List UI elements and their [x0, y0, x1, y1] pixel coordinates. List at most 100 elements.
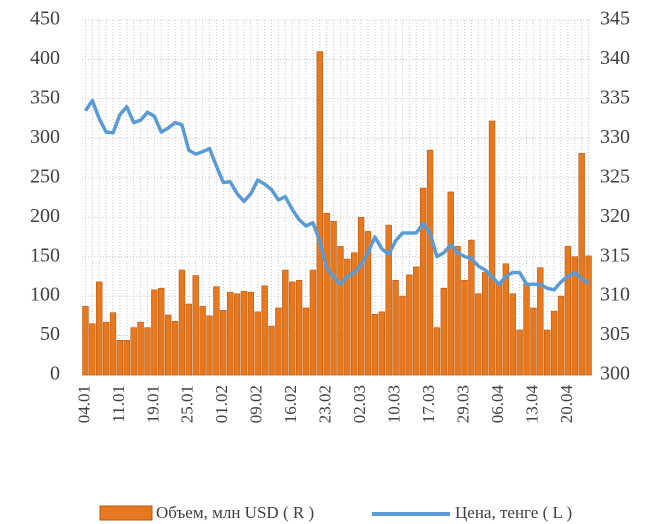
legend-label: Цена, тенге ( L )	[455, 503, 572, 522]
bar	[544, 329, 551, 376]
bar	[357, 216, 365, 376]
bar	[220, 310, 227, 376]
bar	[96, 281, 103, 376]
bar	[419, 187, 427, 376]
bar	[130, 327, 137, 376]
y2-tick-label: 345	[600, 8, 630, 30]
bar	[578, 153, 585, 376]
y2-tick-label: 340	[600, 47, 630, 69]
bar	[337, 246, 344, 376]
bar	[192, 275, 199, 376]
y-tick-label: 100	[30, 284, 60, 306]
x-tick-label: 04.01	[74, 385, 93, 423]
bar	[330, 220, 337, 376]
bar	[516, 329, 523, 376]
bar	[158, 287, 165, 376]
bar	[206, 315, 213, 376]
x-tick-label: 13.04	[522, 385, 541, 424]
x-tick-label: 20.04	[557, 385, 576, 424]
bar	[185, 303, 193, 376]
bar	[199, 306, 206, 376]
y-tick-label: 350	[30, 86, 60, 108]
bar	[144, 327, 151, 376]
bar	[102, 321, 110, 376]
bar	[226, 291, 234, 376]
y-tick-label: 50	[40, 323, 60, 345]
y2-tick-label: 335	[600, 86, 630, 108]
bar	[109, 312, 117, 376]
x-tick-label: 23.02	[316, 385, 335, 423]
bar	[399, 295, 406, 376]
bar	[261, 285, 268, 376]
bar	[585, 255, 592, 376]
x-tick-label: 01.02	[212, 385, 231, 423]
bar	[82, 306, 89, 376]
bar	[309, 269, 317, 376]
x-tick-label: 17.03	[419, 385, 438, 423]
bar	[440, 287, 448, 376]
x-tick-label: 25.01	[178, 385, 197, 423]
bar	[406, 274, 413, 376]
x-tick-label: 11.01	[109, 385, 128, 423]
bar	[433, 327, 441, 376]
bar	[137, 321, 144, 376]
bar	[550, 310, 558, 376]
bar	[178, 269, 186, 376]
bar	[295, 280, 303, 376]
y2-tick-label: 305	[600, 323, 630, 345]
bar	[323, 212, 330, 376]
bar	[268, 325, 275, 376]
bar	[447, 191, 454, 376]
bar	[454, 246, 461, 376]
y-tick-label: 450	[30, 8, 60, 30]
bar	[385, 224, 392, 376]
y2-tick-label: 325	[600, 165, 630, 187]
bar	[275, 307, 282, 376]
bar	[557, 295, 565, 376]
bar	[289, 281, 296, 376]
y2-tick-label: 320	[600, 205, 630, 227]
bar	[171, 321, 179, 376]
y-tick-label: 300	[30, 126, 60, 148]
bar	[392, 280, 399, 376]
bar	[371, 313, 379, 376]
bar	[351, 252, 358, 376]
bar	[530, 307, 537, 376]
y-tick-label: 150	[30, 244, 60, 266]
y2-tick-label: 315	[600, 244, 630, 266]
y-tick-label: 400	[30, 47, 60, 69]
bar	[282, 269, 289, 376]
y2-tick-label: 300	[600, 363, 630, 385]
bar	[316, 51, 323, 376]
bar	[364, 231, 372, 376]
bar	[240, 291, 248, 376]
y2-tick-label: 310	[600, 284, 630, 306]
bar	[468, 239, 475, 376]
line	[83, 98, 590, 292]
bar	[413, 266, 420, 376]
y-tick-label: 200	[30, 205, 60, 227]
bar	[475, 293, 482, 376]
bar	[564, 246, 572, 376]
x-tick-label: 29.03	[453, 385, 472, 423]
bar	[89, 323, 96, 376]
x-tick-label: 02.03	[350, 385, 369, 423]
x-tick-label: 09.02	[247, 385, 266, 423]
legend-swatch-bar	[99, 505, 153, 521]
bar	[509, 293, 516, 376]
bar	[164, 314, 172, 376]
bar	[233, 293, 241, 376]
bar	[378, 311, 385, 376]
bar	[461, 280, 468, 376]
bar	[151, 289, 158, 376]
y2-tick-label: 330	[600, 126, 630, 148]
bar	[123, 339, 130, 376]
bar	[523, 283, 530, 376]
bar	[344, 258, 351, 376]
legend-label: Объем, млн USD ( R )	[156, 503, 314, 522]
bar	[302, 307, 310, 376]
y-tick-label: 0	[50, 363, 60, 385]
bar	[495, 282, 503, 376]
x-tick-label: 16.02	[281, 385, 300, 423]
